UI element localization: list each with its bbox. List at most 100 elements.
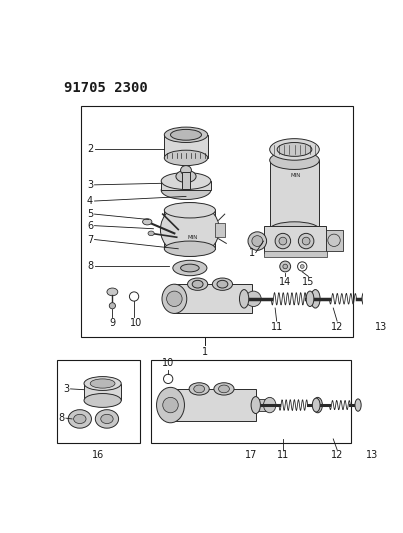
Ellipse shape: [277, 142, 312, 156]
Bar: [161, 181, 211, 190]
Ellipse shape: [270, 151, 319, 169]
Bar: [182, 172, 190, 189]
Bar: [216, 223, 225, 237]
Ellipse shape: [107, 288, 118, 296]
Ellipse shape: [279, 237, 287, 245]
Bar: [164, 135, 208, 158]
Ellipse shape: [251, 397, 260, 414]
Text: 15: 15: [302, 277, 315, 287]
Ellipse shape: [166, 291, 182, 306]
Ellipse shape: [164, 150, 208, 166]
Bar: [170, 389, 256, 421]
Ellipse shape: [90, 379, 115, 388]
Ellipse shape: [148, 231, 154, 236]
Ellipse shape: [212, 278, 233, 290]
Ellipse shape: [311, 289, 320, 308]
Bar: [151, 360, 351, 443]
Ellipse shape: [378, 295, 385, 303]
Bar: [270, 160, 319, 230]
Ellipse shape: [306, 291, 314, 306]
Text: 13: 13: [366, 450, 378, 461]
Ellipse shape: [162, 284, 187, 313]
Text: 12: 12: [331, 322, 343, 332]
Bar: [81, 106, 353, 337]
Text: 3: 3: [63, 384, 69, 394]
Ellipse shape: [156, 387, 185, 423]
Bar: [256, 399, 270, 411]
Bar: [56, 360, 140, 443]
Text: 8: 8: [87, 261, 93, 271]
Text: 11: 11: [270, 322, 283, 332]
Ellipse shape: [173, 260, 207, 276]
Text: 9: 9: [109, 318, 115, 328]
Ellipse shape: [164, 241, 216, 256]
Ellipse shape: [192, 280, 203, 288]
Ellipse shape: [181, 166, 191, 175]
Bar: [326, 230, 343, 251]
Ellipse shape: [181, 264, 199, 272]
Ellipse shape: [84, 377, 121, 391]
Ellipse shape: [264, 398, 276, 413]
Text: 11: 11: [277, 450, 289, 461]
Text: 1: 1: [249, 248, 255, 257]
Text: 5: 5: [87, 209, 93, 219]
Text: 6: 6: [87, 221, 93, 231]
Ellipse shape: [283, 264, 287, 269]
Ellipse shape: [302, 237, 310, 245]
Ellipse shape: [270, 222, 319, 237]
Ellipse shape: [218, 385, 229, 393]
Text: 1: 1: [202, 348, 208, 357]
Ellipse shape: [161, 181, 211, 199]
Text: 10: 10: [129, 318, 142, 328]
Ellipse shape: [163, 398, 178, 413]
Ellipse shape: [275, 233, 291, 249]
Ellipse shape: [96, 410, 118, 428]
Ellipse shape: [164, 127, 208, 142]
Ellipse shape: [214, 383, 234, 395]
Text: 17: 17: [245, 450, 257, 461]
Ellipse shape: [362, 291, 370, 306]
Ellipse shape: [176, 170, 196, 182]
Text: 7: 7: [87, 235, 93, 245]
Bar: [264, 225, 326, 253]
Ellipse shape: [239, 289, 249, 308]
Bar: [264, 251, 327, 257]
Text: MIN: MIN: [291, 173, 301, 178]
Text: 3: 3: [87, 180, 93, 190]
Ellipse shape: [217, 280, 228, 288]
Text: 2: 2: [87, 144, 93, 154]
Ellipse shape: [160, 203, 219, 256]
Ellipse shape: [298, 233, 314, 249]
Ellipse shape: [312, 398, 320, 412]
Ellipse shape: [189, 383, 209, 395]
Text: 12: 12: [331, 450, 343, 461]
Text: 10: 10: [162, 358, 174, 368]
Ellipse shape: [248, 232, 267, 251]
Ellipse shape: [84, 393, 121, 407]
Ellipse shape: [161, 173, 211, 189]
Ellipse shape: [101, 414, 113, 424]
Text: 4: 4: [87, 196, 93, 206]
Ellipse shape: [164, 203, 216, 218]
Text: 8: 8: [58, 413, 64, 423]
Ellipse shape: [313, 398, 322, 413]
Text: MIN: MIN: [187, 235, 197, 240]
Ellipse shape: [246, 291, 261, 306]
Ellipse shape: [170, 130, 202, 140]
Ellipse shape: [74, 414, 86, 424]
Bar: [174, 284, 252, 313]
Text: 13: 13: [375, 322, 387, 332]
Ellipse shape: [194, 385, 205, 393]
Ellipse shape: [270, 139, 319, 160]
Ellipse shape: [280, 261, 291, 272]
Bar: [84, 384, 121, 400]
Text: 14: 14: [279, 277, 291, 287]
Ellipse shape: [109, 303, 116, 309]
Bar: [164, 210, 216, 249]
Text: 91705 2300: 91705 2300: [64, 81, 148, 95]
Ellipse shape: [300, 264, 304, 269]
Text: 16: 16: [92, 450, 104, 461]
Ellipse shape: [187, 278, 208, 290]
Ellipse shape: [369, 402, 375, 408]
Ellipse shape: [68, 410, 91, 428]
